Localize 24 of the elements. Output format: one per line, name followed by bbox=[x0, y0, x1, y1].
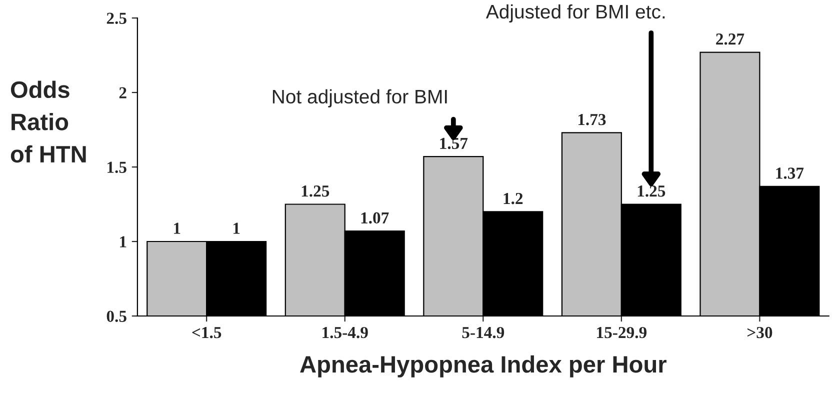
data-label: 1.25 bbox=[638, 185, 666, 197]
y-tick-label: 0.5 bbox=[106, 310, 126, 322]
y-tick-label: 2.5 bbox=[106, 12, 126, 24]
x-tick-label: <1.5 bbox=[192, 326, 222, 338]
annotation: Adjusted for BMI etc. bbox=[486, 4, 665, 22]
x-tick-label: >30 bbox=[747, 326, 772, 338]
data-label: 2.27 bbox=[716, 34, 744, 45]
data-label: 1.73 bbox=[578, 114, 606, 126]
y-tick-label: 1 bbox=[120, 236, 126, 248]
x-tick-label: 1.5-4.9 bbox=[322, 326, 368, 338]
data-label: 1.57 bbox=[440, 138, 468, 150]
x-tick-label: 15-29.9 bbox=[597, 326, 647, 338]
data-label: 1 bbox=[233, 222, 240, 234]
y-tick-label: 2 bbox=[119, 87, 126, 98]
y-axis-title: Odds Ratio of HTN bbox=[10, 80, 86, 163]
y-tick-label: 1.5 bbox=[108, 162, 126, 174]
x-tick-label: 5-14.9 bbox=[462, 326, 504, 338]
data-label: 1.07 bbox=[361, 212, 389, 224]
annotation: Not adjusted for BMI bbox=[272, 89, 447, 108]
data-label: 1.2 bbox=[504, 192, 523, 204]
data-label: 1.25 bbox=[302, 185, 330, 197]
data-label: 1.37 bbox=[776, 168, 804, 179]
data-label: 1 bbox=[174, 222, 180, 234]
x-axis-title: Apnea-Hypopnea Index per Hour bbox=[300, 355, 666, 378]
